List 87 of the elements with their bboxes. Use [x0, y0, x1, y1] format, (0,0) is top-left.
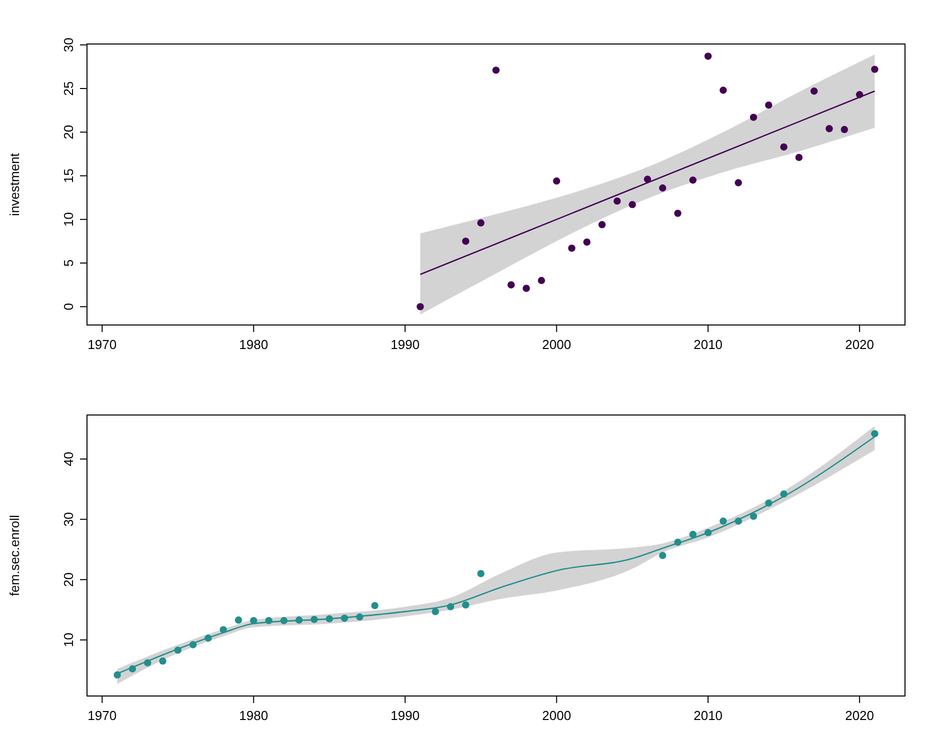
point	[522, 284, 530, 292]
y-tick-label: 20	[61, 124, 76, 140]
y-axis-title: investment	[7, 152, 22, 216]
point	[583, 238, 590, 246]
point	[432, 608, 440, 616]
point	[795, 154, 803, 162]
line-series	[420, 90, 876, 276]
point	[734, 518, 742, 525]
x-tick-label: 2020	[845, 708, 874, 723]
y-tick-label: 0	[61, 303, 76, 310]
point	[492, 66, 500, 74]
point	[689, 530, 697, 538]
point	[295, 616, 303, 624]
point	[644, 176, 652, 183]
point	[477, 219, 484, 226]
x-tick-label: 1970	[88, 708, 117, 723]
point	[704, 52, 712, 60]
point	[871, 430, 878, 438]
point	[674, 538, 682, 546]
point	[734, 179, 742, 186]
y-tick-label: 10	[61, 212, 76, 227]
point	[159, 657, 166, 665]
y-tick-label: 40	[61, 452, 76, 466]
point	[204, 634, 212, 642]
point	[750, 512, 758, 520]
y-tick-label: 10	[61, 632, 76, 648]
x-tick-label: 2010	[694, 708, 723, 723]
point	[780, 143, 788, 151]
point	[128, 665, 136, 672]
y-tick-label: 25	[61, 81, 76, 96]
x-tick-label: 1990	[390, 337, 420, 352]
point	[674, 210, 682, 217]
x-tick-label: 2000	[542, 337, 572, 352]
point	[552, 177, 560, 185]
x-tick-label: 1970	[88, 337, 117, 352]
y-tick-label: 30	[61, 38, 76, 52]
point	[871, 66, 878, 73]
x-tick-label: 2000	[542, 708, 572, 723]
y-axis-title: fem.sec.enroll	[7, 514, 22, 596]
point	[416, 303, 424, 310]
point	[659, 184, 666, 192]
point	[750, 114, 758, 121]
point	[538, 276, 546, 284]
point	[144, 659, 152, 666]
point	[508, 281, 515, 288]
point	[220, 626, 227, 634]
point	[765, 101, 772, 109]
point	[477, 570, 484, 578]
point	[356, 613, 364, 621]
point	[810, 88, 818, 95]
point	[659, 552, 666, 560]
y-tick-label: 5	[61, 259, 76, 267]
point	[280, 617, 288, 624]
y-tick-label: 20	[61, 572, 76, 587]
point	[689, 176, 697, 184]
y-tick-label: 15	[61, 168, 76, 184]
x-tick-label: 1980	[239, 337, 268, 352]
point	[628, 200, 636, 208]
point	[250, 617, 258, 624]
point	[720, 518, 727, 525]
point	[174, 646, 182, 654]
point	[462, 601, 470, 609]
point	[371, 602, 378, 610]
point	[189, 641, 197, 648]
point	[310, 616, 318, 624]
x-tick-label: 1980	[239, 708, 268, 723]
point	[265, 617, 272, 624]
point	[326, 615, 333, 622]
point	[720, 86, 727, 94]
point	[614, 197, 621, 205]
point	[826, 125, 833, 132]
point	[704, 528, 712, 536]
x-tick-label: 1990	[390, 708, 420, 723]
point	[462, 238, 470, 245]
point	[598, 221, 606, 228]
point	[114, 671, 121, 678]
x-tick-label: 2020	[845, 337, 874, 352]
point	[568, 244, 576, 252]
point	[446, 603, 454, 610]
point	[765, 499, 772, 507]
point	[840, 126, 848, 134]
x-tick-label: 2010	[694, 337, 723, 352]
y-tick-label: 30	[61, 512, 76, 527]
point	[340, 614, 348, 622]
point	[780, 490, 788, 498]
point	[856, 91, 864, 98]
point	[234, 616, 242, 624]
